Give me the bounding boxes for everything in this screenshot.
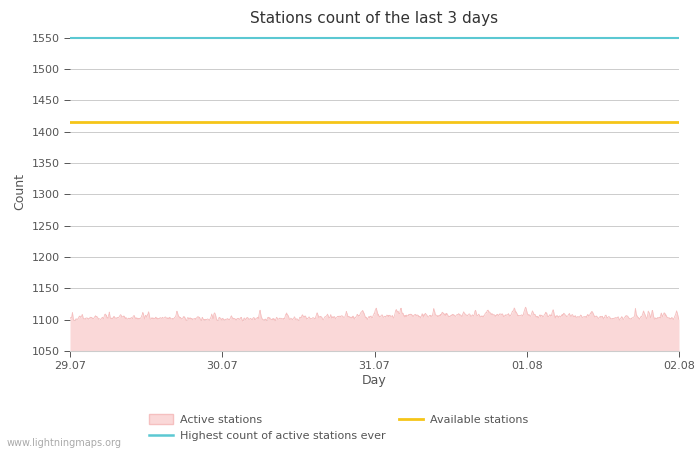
- Y-axis label: Count: Count: [13, 173, 26, 210]
- Title: Stations count of the last 3 days: Stations count of the last 3 days: [251, 11, 498, 26]
- Legend: Active stations, Highest count of active stations ever, Available stations: Active stations, Highest count of active…: [148, 414, 528, 441]
- Text: www.lightningmaps.org: www.lightningmaps.org: [7, 438, 122, 448]
- X-axis label: Day: Day: [362, 374, 387, 387]
